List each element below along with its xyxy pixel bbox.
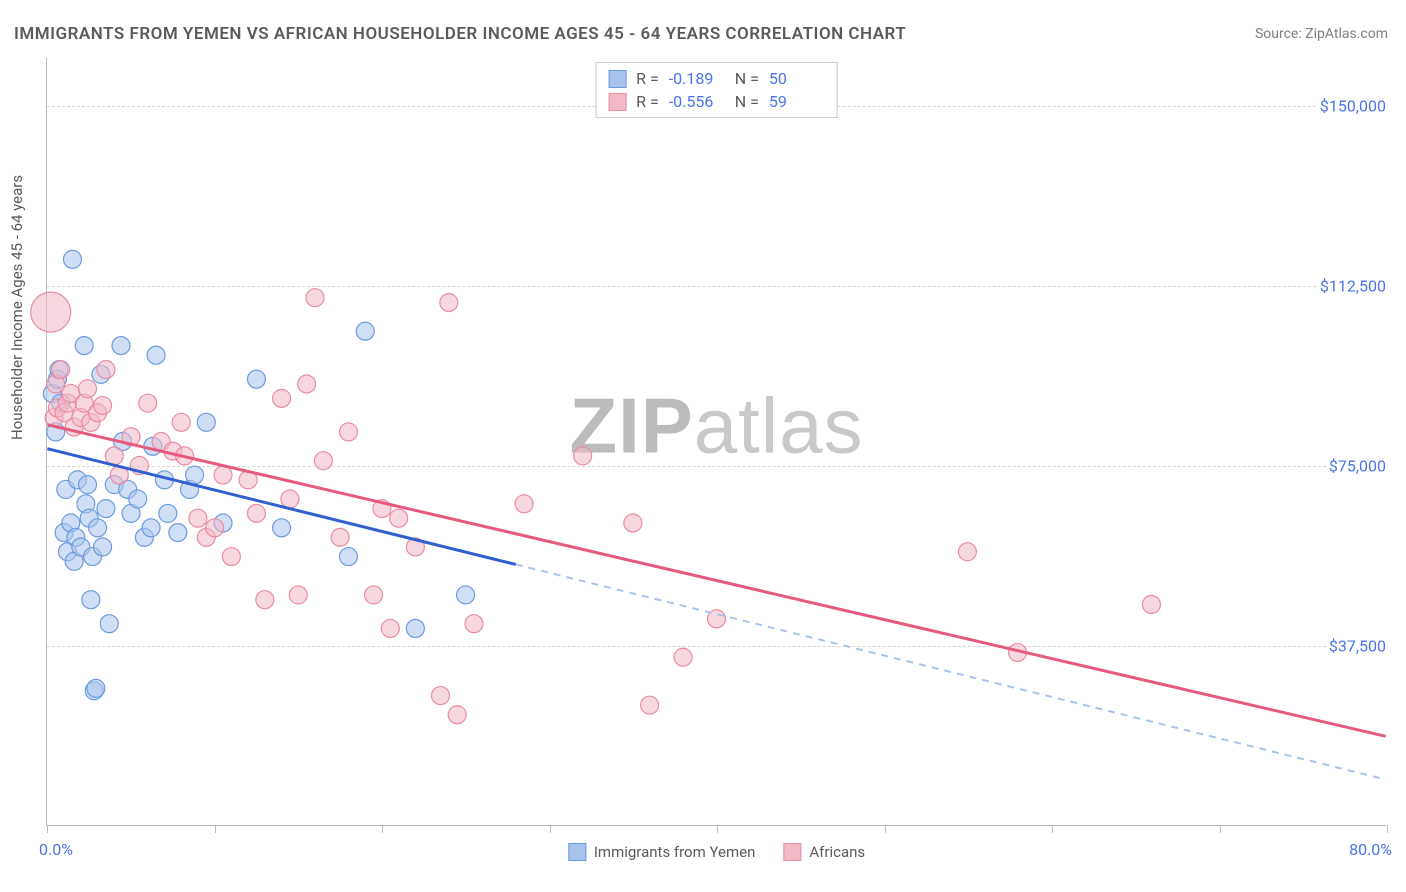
stat-n-value: 50: [769, 69, 825, 88]
data-point: [75, 337, 93, 355]
data-point: [79, 476, 97, 494]
x-tick: [885, 825, 886, 833]
data-point: [641, 696, 659, 714]
chart-title: IMMIGRANTS FROM YEMEN VS AFRICAN HOUSEHO…: [14, 24, 906, 44]
legend-swatch: [783, 843, 801, 861]
legend-swatch: [568, 843, 586, 861]
data-point: [159, 504, 177, 522]
stat-n-label: N =: [735, 69, 759, 88]
data-point: [63, 250, 81, 268]
data-point: [356, 322, 374, 340]
x-tick: [1220, 825, 1221, 833]
data-point: [87, 679, 105, 697]
data-point: [574, 447, 592, 465]
data-point: [247, 504, 265, 522]
stat-r-label: R =: [636, 92, 659, 111]
legend-label: Immigrants from Yemen: [594, 843, 756, 861]
data-point: [186, 466, 204, 484]
data-point: [448, 706, 466, 724]
trend-line-solid: [47, 449, 515, 565]
x-tick: [215, 825, 216, 833]
x-tick: [550, 825, 551, 833]
data-point: [189, 509, 207, 527]
x-tick: [382, 825, 383, 833]
data-point: [222, 548, 240, 566]
y-axis-label: Householder Income Ages 45 - 64 years: [8, 175, 26, 440]
stats-row: R = -0.189 N = 50: [608, 67, 825, 90]
data-point: [365, 586, 383, 604]
data-point: [273, 519, 291, 537]
data-point: [281, 490, 299, 508]
stats-legend-box: R = -0.189 N = 50 R = -0.556 N = 59: [595, 62, 838, 118]
data-point: [331, 528, 349, 546]
stat-r-value: -0.189: [669, 69, 725, 88]
data-point: [97, 361, 115, 379]
data-point: [431, 687, 449, 705]
data-point: [958, 543, 976, 561]
legend-item: Africans: [783, 843, 865, 861]
data-point: [169, 524, 187, 542]
data-point: [306, 289, 324, 307]
data-point: [457, 586, 475, 604]
data-point: [256, 591, 274, 609]
data-point: [147, 346, 165, 364]
data-point: [142, 519, 160, 537]
data-point: [624, 514, 642, 532]
data-point: [52, 361, 70, 379]
data-point: [31, 292, 71, 332]
data-point: [197, 413, 215, 431]
x-axis-max-label: 80.0%: [1349, 840, 1392, 859]
data-point: [112, 337, 130, 355]
x-tick: [1052, 825, 1053, 833]
legend-swatch: [608, 70, 626, 88]
chart-container: IMMIGRANTS FROM YEMEN VS AFRICAN HOUSEHO…: [0, 0, 1406, 892]
legend-item: Immigrants from Yemen: [568, 843, 756, 861]
stat-n-label: N =: [735, 92, 759, 111]
bottom-legend: Immigrants from Yemen Africans: [568, 843, 865, 861]
data-point: [674, 648, 692, 666]
data-point: [298, 375, 316, 393]
data-point: [214, 466, 232, 484]
data-point: [339, 548, 357, 566]
data-point: [79, 380, 97, 398]
stat-n-value: 59: [769, 92, 825, 111]
legend-swatch: [608, 93, 626, 111]
data-point: [515, 495, 533, 513]
x-axis-min-label: 0.0%: [39, 840, 73, 859]
data-point: [129, 490, 147, 508]
data-point: [273, 389, 291, 407]
data-point: [390, 509, 408, 527]
data-point: [1142, 595, 1160, 613]
plot-area: ZIPatlas $37,500$75,000$112,500$150,000 …: [46, 58, 1386, 826]
data-point: [97, 500, 115, 518]
data-point: [139, 394, 157, 412]
x-tick: [717, 825, 718, 833]
data-point: [94, 397, 112, 415]
source-attribution: Source: ZipAtlas.com: [1255, 26, 1388, 42]
data-point: [94, 538, 112, 556]
legend-label: Africans: [809, 843, 865, 861]
trend-line-dashed: [516, 564, 1386, 779]
data-point: [247, 370, 265, 388]
scatter-svg: [47, 58, 1386, 825]
data-point: [289, 586, 307, 604]
stats-row: R = -0.556 N = 59: [608, 90, 825, 113]
stat-r-value: -0.556: [669, 92, 725, 111]
data-point: [206, 519, 224, 537]
data-point: [406, 619, 424, 637]
stat-r-label: R =: [636, 69, 659, 88]
data-point: [82, 591, 100, 609]
data-point: [381, 619, 399, 637]
data-point: [172, 413, 190, 431]
data-point: [89, 519, 107, 537]
data-point: [100, 615, 118, 633]
trend-line-solid: [47, 425, 1385, 737]
data-point: [440, 293, 458, 311]
data-point: [339, 423, 357, 441]
data-point: [465, 615, 483, 633]
x-tick: [47, 825, 48, 833]
x-tick: [1387, 825, 1388, 833]
data-point: [314, 452, 332, 470]
